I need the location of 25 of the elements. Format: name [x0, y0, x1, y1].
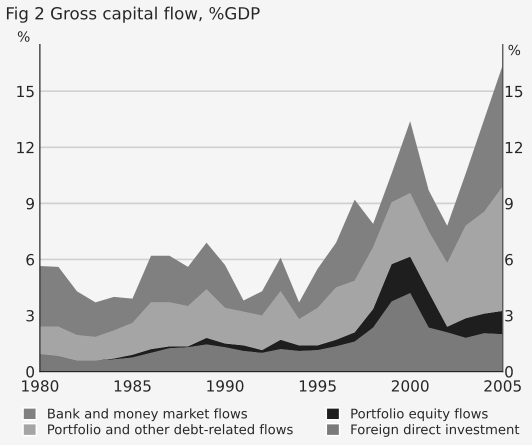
legend-label: Portfolio equity flows [351, 408, 488, 422]
y2-tick-label: 0 [505, 366, 513, 378]
y-tick-label: 15 [17, 86, 34, 98]
legend-label: Foreign direct investment [351, 424, 520, 437]
x-tick-label: 2000 [392, 380, 429, 392]
y2-tick-label: 6 [505, 254, 513, 266]
y-tick-label: 6 [26, 254, 34, 266]
legend-label: Bank and money market flows [48, 408, 248, 422]
y-tick-label: 0 [26, 366, 34, 378]
y-tick-label: 12 [17, 142, 34, 154]
y2-tick-label: 15 [506, 86, 522, 98]
x-tick-label: 2005 [484, 380, 521, 392]
x-tick-label: 1980 [22, 380, 58, 392]
y-tick-label: 3 [26, 310, 34, 322]
chart-title: Fig 2 Gross capital flow, %GDP [6, 6, 260, 23]
x-tick-label: 1985 [114, 380, 151, 392]
y-axis-title: % [18, 31, 30, 42]
y-tick-label: 9 [26, 198, 34, 210]
y2-tick-label: 12 [506, 142, 522, 154]
x-tick-label: 1990 [207, 380, 244, 392]
y2-tick-label: 9 [505, 198, 513, 210]
y2-axis-title: % [508, 44, 520, 56]
legend-label: Portfolio and other debt-related flows [48, 424, 293, 434]
y2-tick-label: 3 [505, 310, 513, 322]
x-tick-label: 1995 [300, 380, 336, 392]
